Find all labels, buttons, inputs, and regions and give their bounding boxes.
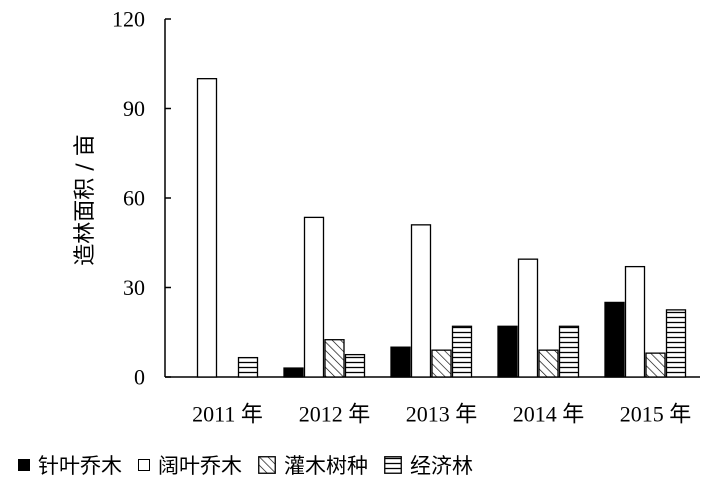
legend-swatch-empty	[138, 459, 150, 471]
bar-horizontal	[665, 309, 687, 378]
x-tick-label: 2011 年	[192, 402, 263, 427]
y-tick-label: 90	[123, 96, 145, 121]
bar-horizontal	[558, 325, 580, 378]
legend-item-shrub: 灌木树种	[258, 450, 368, 480]
bar-horizontal	[237, 356, 259, 378]
bar-empty	[303, 216, 325, 378]
bar-horizontal	[344, 353, 366, 378]
chart-legend: 针叶乔木 阔叶乔木 灌木树种 经济林	[18, 450, 489, 480]
legend-swatch-solid	[18, 459, 30, 471]
legend-item-economic: 经济林	[384, 450, 473, 480]
bar-empty	[517, 258, 539, 378]
legend-label: 灌木树种	[284, 454, 368, 478]
bar-empty	[196, 78, 218, 378]
legend-item-broadleaf: 阔叶乔木	[138, 450, 242, 480]
bar-horizontal	[451, 325, 473, 378]
legend-swatch-horizontal	[384, 456, 402, 474]
legend-item-conifer: 针叶乔木	[18, 450, 122, 480]
x-tick-label: 2013 年	[406, 402, 478, 427]
y-tick-label: 0	[134, 365, 145, 390]
bar-diagonal	[324, 339, 345, 378]
bar-solid	[604, 301, 625, 378]
bar-diagonal	[538, 349, 559, 378]
x-tick-label: 2014 年	[513, 402, 585, 427]
y-tick-label: 120	[112, 7, 145, 32]
bar-diagonal	[431, 349, 452, 378]
y-tick-label: 60	[123, 186, 145, 211]
y-tick-label: 30	[123, 275, 145, 300]
legend-label: 经济林	[410, 454, 473, 478]
bar-solid	[497, 325, 518, 378]
bar-chart: 0 30 60 90 120 2011 年 2012 年 2013 年 2014 年 2015 …	[73, 7, 700, 427]
bar-empty	[624, 265, 646, 378]
bar-solid	[283, 367, 304, 378]
legend-label: 阔叶乔木	[158, 454, 242, 478]
legend-swatch-diagonal	[258, 456, 276, 474]
bar-diagonal	[645, 352, 666, 378]
x-tick-label: 2015 年	[620, 402, 692, 427]
bar-empty	[410, 224, 432, 378]
legend-label: 针叶乔木	[38, 454, 122, 478]
x-tick-label: 2012 年	[299, 402, 371, 427]
bar-solid	[390, 346, 411, 378]
y-axis-label: 造林面积 / 亩	[73, 134, 98, 265]
